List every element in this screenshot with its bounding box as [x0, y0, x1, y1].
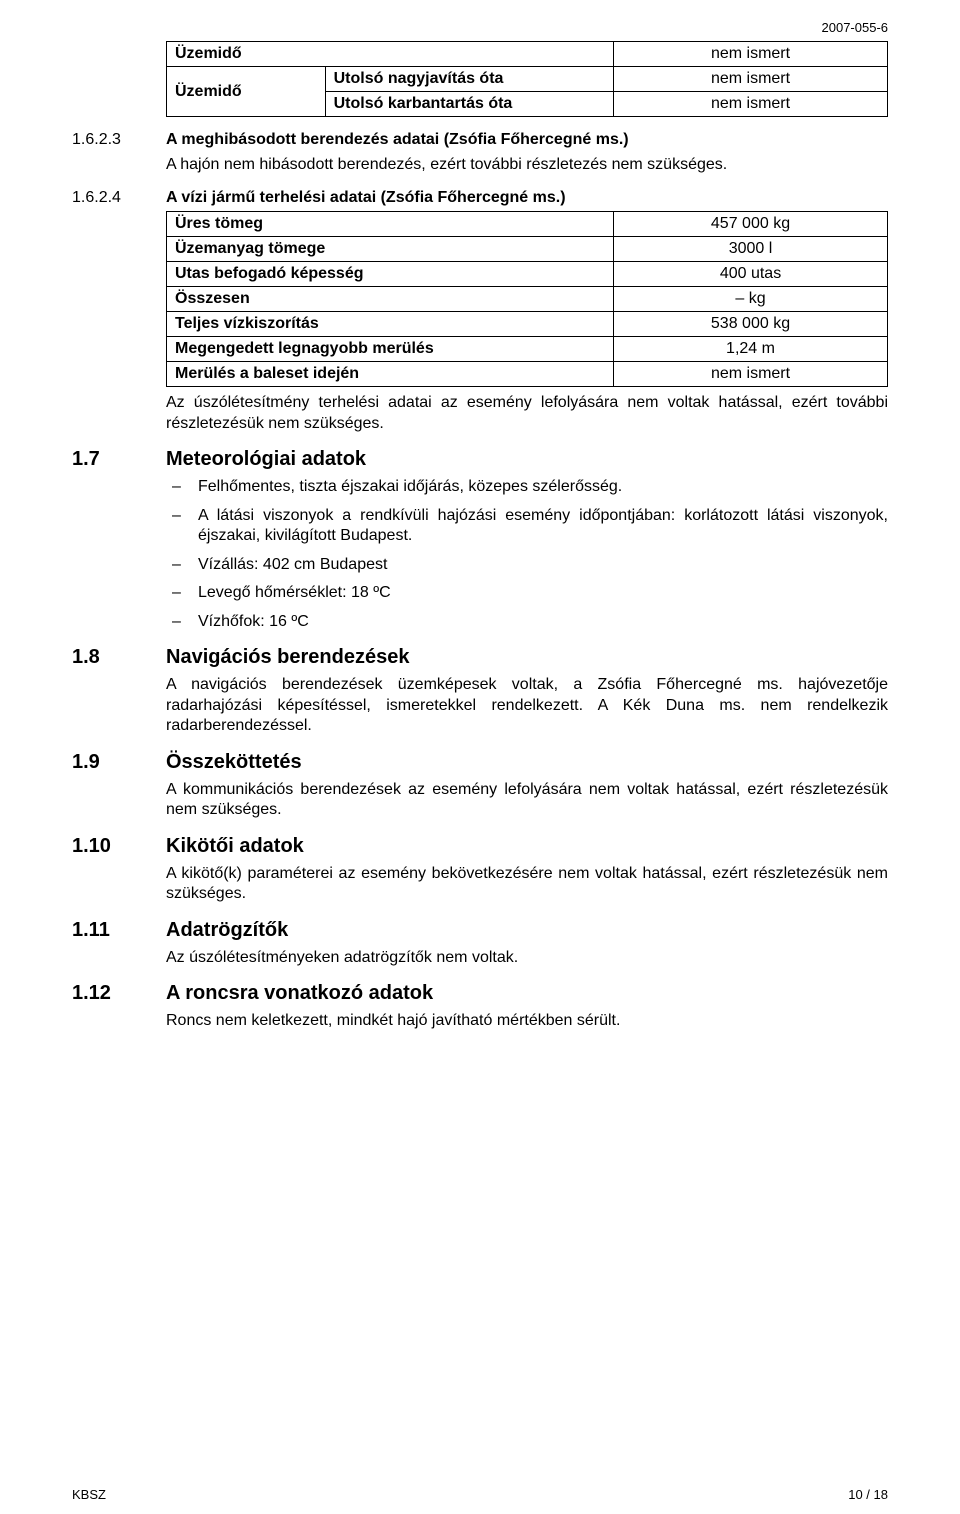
- section-17-list: Felhőmentes, tiszta éjszakai időjárás, k…: [166, 477, 888, 632]
- section-title: A roncsra vonatkozó adatok: [166, 982, 433, 1005]
- footer-left: KBSZ: [72, 1487, 106, 1502]
- section-number: 1.6.2.4: [72, 189, 166, 207]
- section-1624-note: Az úszólétesítmény terhelési adatai az e…: [166, 393, 888, 434]
- table-label: Merülés a baleset idején: [167, 362, 614, 387]
- page-footer: KBSZ 10 / 18: [72, 1487, 888, 1502]
- section-19-body: A kommunikációs berendezések az esemény …: [166, 780, 888, 821]
- list-item: Vízállás: 402 cm Budapest: [166, 555, 888, 575]
- section-number: 1.6.2.3: [72, 131, 166, 149]
- footer-right: 10 / 18: [848, 1487, 888, 1502]
- section-110-heading: 1.10 Kikötői adatok: [72, 835, 888, 858]
- table-value: 3000 l: [614, 237, 888, 262]
- section-112-body: Roncs nem keletkezett, mindkét hajó javí…: [166, 1011, 888, 1031]
- section-title: Adatrögzítők: [166, 919, 288, 942]
- table-label: Összesen: [167, 287, 614, 312]
- section-title: Meteorológiai adatok: [166, 448, 366, 471]
- table-label: Megengedett legnagyobb merülés: [167, 337, 614, 362]
- list-item: Vízhőfok: 16 ºC: [166, 612, 888, 632]
- table-value: nem ismert: [614, 42, 888, 67]
- section-number: 1.11: [72, 919, 166, 942]
- table-value: nem ismert: [614, 67, 888, 92]
- section-number: 1.12: [72, 982, 166, 1005]
- section-1623-body: A hajón nem hibásodott berendezés, ezért…: [166, 155, 888, 175]
- section-110-body: A kikötő(k) paraméterei az esemény beköv…: [166, 864, 888, 905]
- section-number: 1.8: [72, 646, 166, 669]
- section-title: Kikötői adatok: [166, 835, 304, 858]
- section-111-body: Az úszólétesítményeken adatrögzítők nem …: [166, 948, 888, 968]
- table-value: nem ismert: [614, 362, 888, 387]
- section-1623-heading: 1.6.2.3 A meghibásodott berendezés adata…: [72, 131, 888, 149]
- table-label: Üzemanyag tömege: [167, 237, 614, 262]
- document-id: 2007-055-6: [72, 20, 888, 35]
- table-label: Üzemidő: [167, 42, 614, 67]
- table-label: Teljes vízkiszorítás: [167, 312, 614, 337]
- section-title: Navigációs berendezések: [166, 646, 409, 669]
- section-number: 1.9: [72, 751, 166, 774]
- list-item: Levegő hőmérséklet: 18 ºC: [166, 583, 888, 603]
- table-label: Utolsó karbantartás óta: [325, 92, 613, 117]
- section-19-heading: 1.9 Összeköttetés: [72, 751, 888, 774]
- table-value: 400 utas: [614, 262, 888, 287]
- section-18-heading: 1.8 Navigációs berendezések: [72, 646, 888, 669]
- section-number: 1.10: [72, 835, 166, 858]
- section-1624-heading: 1.6.2.4 A vízi jármű terhelési adatai (Z…: [72, 189, 888, 207]
- table-value: nem ismert: [614, 92, 888, 117]
- uzemido-table: Üzemidő nem ismert Üzemidő Utolsó nagyja…: [166, 41, 888, 117]
- table-label: Üzemidő: [167, 67, 326, 117]
- section-112-heading: 1.12 A roncsra vonatkozó adatok: [72, 982, 888, 1005]
- section-title: A meghibásodott berendezés adatai (Zsófi…: [166, 131, 629, 149]
- table-label: Üres tömeg: [167, 212, 614, 237]
- table-label: Utas befogadó képesség: [167, 262, 614, 287]
- section-title: A vízi jármű terhelési adatai (Zsófia Fő…: [166, 189, 566, 207]
- table-label: Utolsó nagyjavítás óta: [325, 67, 613, 92]
- section-111-heading: 1.11 Adatrögzítők: [72, 919, 888, 942]
- section-number: 1.7: [72, 448, 166, 471]
- section-18-body: A navigációs berendezések üzemképesek vo…: [166, 675, 888, 736]
- section-17-heading: 1.7 Meteorológiai adatok: [72, 448, 888, 471]
- list-item: Felhőmentes, tiszta éjszakai időjárás, k…: [166, 477, 888, 497]
- table-value: 1,24 m: [614, 337, 888, 362]
- terhelesi-table: Üres tömeg457 000 kg Üzemanyag tömege300…: [166, 211, 888, 387]
- table-value: – kg: [614, 287, 888, 312]
- list-item: A látási viszonyok a rendkívüli hajózási…: [166, 506, 888, 547]
- table-value: 457 000 kg: [614, 212, 888, 237]
- section-title: Összeköttetés: [166, 751, 302, 774]
- table-value: 538 000 kg: [614, 312, 888, 337]
